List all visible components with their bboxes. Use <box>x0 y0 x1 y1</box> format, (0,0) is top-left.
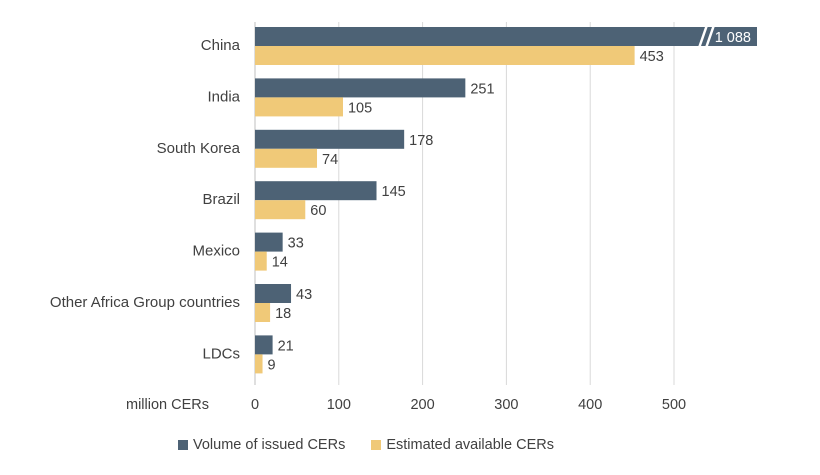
bars <box>255 24 757 374</box>
bar-estimated-available-cers-china <box>255 46 635 65</box>
value-label-estimated-available-cers-other-africa-group-countries: 18 <box>275 306 291 322</box>
value-label-volume-of-issued-cers-brazil: 145 <box>382 184 406 200</box>
x-tick-label-100: 100 <box>327 397 351 413</box>
axis-break-mark-1 <box>697 24 709 49</box>
value-label-estimated-available-cers-ldcs: 9 <box>268 357 276 373</box>
category-label-china: China <box>201 37 241 54</box>
legend-item-available: Estimated available CERs <box>371 437 554 453</box>
bar-estimated-available-cers-mexico <box>255 251 267 271</box>
category-label-brazil: Brazil <box>202 191 240 208</box>
value-label-estimated-available-cers-india: 105 <box>348 100 372 116</box>
bar-volume-of-issued-cers-other-africa-group-countries <box>255 284 292 303</box>
legend-item-issued: Volume of issued CERs <box>178 437 345 453</box>
x-tick-labels: 0 100 200 300 400 500 <box>251 397 686 413</box>
bar-volume-of-issued-cers-brazil <box>255 181 377 201</box>
value-label-volume-of-issued-cers-mexico: 33 <box>288 236 304 252</box>
x-tick-label-200: 200 <box>410 397 434 413</box>
value-label-estimated-available-cers-china: 453 <box>640 49 664 65</box>
value-label-volume-of-issued-cers-south-korea: 178 <box>409 133 433 149</box>
value-label-volume-of-issued-cers-india: 251 <box>470 81 494 97</box>
category-label-ldcs: LDCs <box>202 345 240 362</box>
category-labels: China India South Korea Brazil Mexico Other A… <box>50 37 241 362</box>
legend-swatch-issued <box>178 440 188 450</box>
axis-break-mark-2 <box>704 24 716 49</box>
bar-estimated-available-cers-ldcs <box>255 354 263 374</box>
category-label-mexico: Mexico <box>192 243 240 260</box>
value-label-estimated-available-cers-brazil: 60 <box>310 203 326 219</box>
bar-estimated-available-cers-india <box>255 97 343 117</box>
x-tick-label-300: 300 <box>494 397 518 413</box>
legend-swatch-available <box>371 440 382 450</box>
category-label-other-africa-group-countries: Other Africa Group countries <box>50 294 240 311</box>
value-label-volume-of-issued-cers-china: 1 088 <box>715 30 751 46</box>
category-label-south-korea: South Korea <box>157 140 241 157</box>
value-label-estimated-available-cers-mexico: 14 <box>272 255 288 271</box>
bar-volume-of-issued-cers-south-korea <box>255 129 405 149</box>
bar-volume-of-issued-cers-mexico <box>255 232 283 252</box>
category-label-india: India <box>207 88 240 105</box>
x-tick-label-0: 0 <box>251 397 259 413</box>
bar-volume-of-issued-cers-ldcs <box>255 335 273 355</box>
bar-estimated-available-cers-south-korea <box>255 148 318 168</box>
x-tick-label-500: 500 <box>662 397 686 413</box>
x-axis-unit-label: million CERs <box>126 397 209 413</box>
value-label-volume-of-issued-cers-ldcs: 21 <box>278 338 294 354</box>
bar-volume-of-issued-cers-india <box>255 78 466 98</box>
legend: Volume of issued CERs Estimated availabl… <box>178 437 554 453</box>
bar-estimated-available-cers-other-africa-group-countries <box>255 303 271 322</box>
bar-volume-of-issued-cers-china <box>255 27 757 46</box>
x-tick-label-400: 400 <box>578 397 602 413</box>
legend-label-issued: Volume of issued CERs <box>193 437 346 453</box>
value-label-volume-of-issued-cers-other-africa-group-countries: 43 <box>296 287 312 303</box>
legend-label-available: Estimated available CERs <box>386 437 554 453</box>
bar-estimated-available-cers-brazil <box>255 200 306 220</box>
value-label-estimated-available-cers-south-korea: 74 <box>322 152 338 168</box>
